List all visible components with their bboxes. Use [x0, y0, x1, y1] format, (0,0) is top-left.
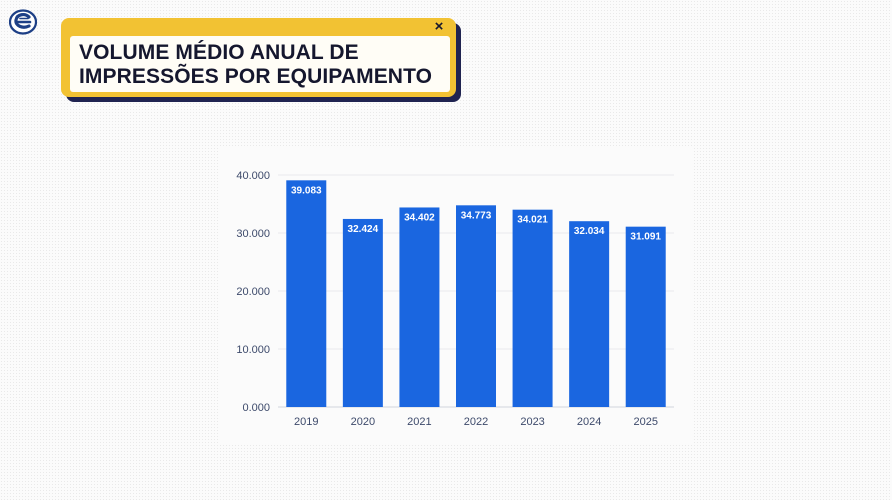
title-line-1: VOLUME MÉDIO ANUAL DE: [79, 41, 359, 64]
x-tick-label: 2022: [464, 416, 488, 428]
data-label: 34.402: [404, 212, 435, 223]
bar: [512, 209, 553, 407]
y-tick-label: 10.000: [236, 344, 270, 356]
x-tick-label: 2020: [351, 416, 375, 428]
bar: [456, 205, 496, 407]
bar-chart: 0.000 10.000 20.000 30.000 40.000 39.083 2019 3…: [236, 170, 674, 428]
data-label: 32.034: [574, 226, 605, 237]
x-tick-label: 2024: [577, 416, 601, 428]
page-title: VOLUME MÉDIO ANUAL DE IMPRESSÕES POR EQU…: [79, 41, 450, 89]
bar: [569, 221, 610, 407]
x-tick-label: 2025: [633, 416, 657, 428]
x-tick-label: 2023: [520, 416, 544, 428]
title-line-2: IMPRESSÕES POR EQUIPAMENTO: [79, 65, 433, 88]
chart-panel: 0.000 10.000 20.000 30.000 40.000 39.083 2019 3…: [218, 148, 694, 443]
data-label: 34.021: [517, 215, 548, 226]
y-tick-label: 30.000: [236, 228, 270, 240]
y-tick-label: 20.000: [236, 286, 270, 298]
title-panel: VOLUME MÉDIO ANUAL DE IMPRESSÕES POR EQU…: [70, 36, 450, 92]
data-label: 34.773: [461, 210, 492, 221]
data-label: 31.091: [630, 232, 661, 243]
bar: [286, 180, 327, 407]
y-tick-label: 0.000: [242, 402, 270, 414]
x-tick-label: 2019: [294, 416, 318, 428]
bar: [342, 218, 383, 407]
brand-logo-icon: [8, 9, 38, 35]
data-label: 39.083: [291, 185, 322, 196]
x-tick-label: 2021: [407, 416, 431, 428]
y-tick-label: 40.000: [236, 170, 270, 182]
close-icon[interactable]: ×: [434, 18, 444, 35]
data-label: 32.424: [348, 224, 379, 235]
bar: [625, 226, 666, 407]
bar: [399, 207, 440, 407]
